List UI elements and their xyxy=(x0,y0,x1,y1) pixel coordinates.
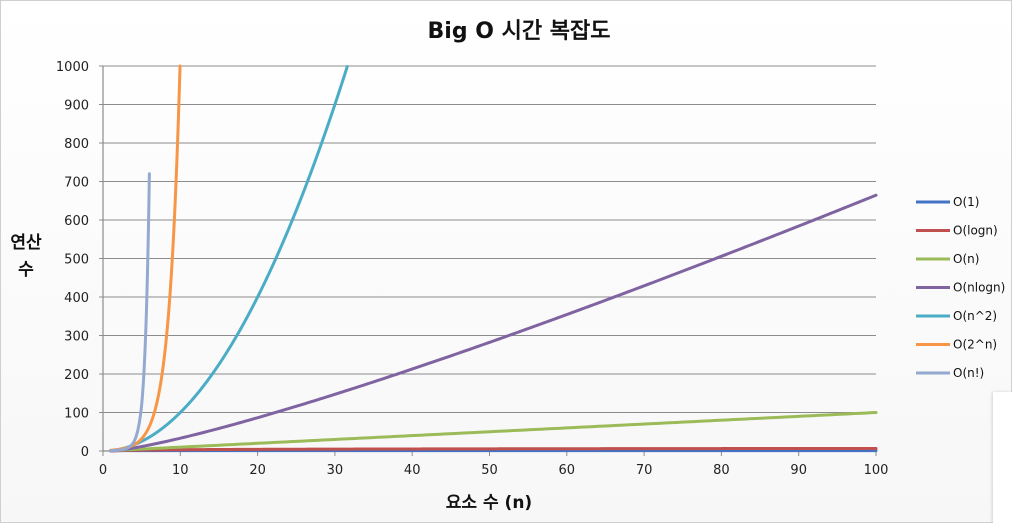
legend-label: O(n^2) xyxy=(953,309,997,323)
x-tick-label: 90 xyxy=(790,463,807,478)
y-tick-label: 800 xyxy=(64,137,89,152)
series-line-O(n^2) xyxy=(109,65,349,453)
series-line-O(logn) xyxy=(109,446,878,453)
legend-label: O(n!) xyxy=(953,366,984,380)
y-tick-label: 700 xyxy=(64,176,89,191)
legend-label: O(logn) xyxy=(953,224,998,238)
x-axis-label: 요소 수 (n) xyxy=(446,493,532,513)
series-line-O(nlogn) xyxy=(109,193,878,453)
grid-lines xyxy=(99,65,876,452)
y-tick-label: 900 xyxy=(64,99,89,114)
y-axis-ticks: 0 100 200 300 400 500 600 700 800 900 1000 xyxy=(56,60,89,460)
y-tick-label: 1000 xyxy=(56,60,89,75)
x-tick-label: 100 xyxy=(864,463,889,478)
y-tick-label: 0 xyxy=(81,445,89,460)
x-tick-label: 30 xyxy=(327,463,344,478)
legend-label: O(n) xyxy=(953,252,979,266)
legend: O(1) O(logn) O(n) O(nlogn) O(n^2) O(2^n) O(n!) xyxy=(916,195,1005,380)
x-tick-label: 50 xyxy=(481,463,498,478)
y-tick-label: 600 xyxy=(64,214,89,229)
y-tick-label: 200 xyxy=(64,368,89,383)
legend-label: O(nlogn) xyxy=(953,281,1005,295)
legend-label: O(2^n) xyxy=(953,338,997,352)
legend-label: O(1) xyxy=(953,195,979,209)
y-tick-label: 400 xyxy=(64,291,89,306)
x-tick-label: 40 xyxy=(404,463,421,478)
x-tick-label: 60 xyxy=(559,463,576,478)
x-tick-label: 70 xyxy=(636,463,653,478)
x-tick-label: 0 xyxy=(99,463,107,478)
series-line-O(n) xyxy=(109,411,878,453)
series-line-O(n!) xyxy=(109,172,151,453)
y-tick-label: 500 xyxy=(64,253,89,268)
x-tick-label: 10 xyxy=(172,463,189,478)
y-tick-label: 300 xyxy=(64,330,89,345)
y-axis-label-line-2: 수 xyxy=(18,260,34,280)
window-edge-panel xyxy=(993,392,1012,523)
x-tick-label: 20 xyxy=(249,463,266,478)
series-lines xyxy=(109,64,878,453)
y-tick-label: 100 xyxy=(64,407,89,422)
x-tick-label: 80 xyxy=(713,463,730,478)
y-axis-label-line-1: 연산 xyxy=(10,233,42,253)
chart-title: Big O 시간 복잡도 xyxy=(428,19,611,44)
x-axis-ticks: 0 10 20 30 40 50 60 70 80 90 100 xyxy=(99,451,889,478)
